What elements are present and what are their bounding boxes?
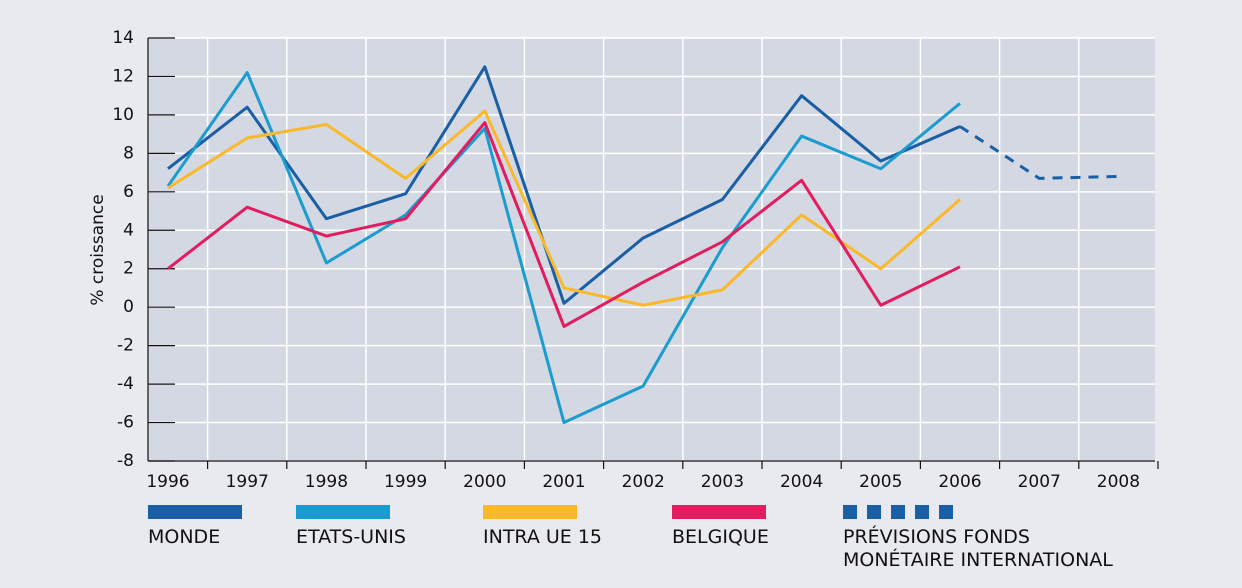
legend-swatch (891, 505, 905, 519)
x-tick-label: 2007 (1018, 472, 1061, 492)
y-tick-label: 14 (112, 28, 134, 48)
x-tick-label: 2002 (622, 472, 665, 492)
x-tick-label: 2000 (463, 472, 506, 492)
x-tick-label: 2008 (1097, 472, 1140, 492)
y-tick-label: 8 (123, 143, 134, 163)
y-tick-label: -8 (117, 451, 134, 471)
legend-swatch (148, 505, 242, 519)
x-tick-label: 2001 (542, 472, 585, 492)
series-line (166, 71, 961, 425)
x-tick-label: 2006 (938, 472, 981, 492)
legend-label: MONDE (148, 526, 221, 548)
legend-swatch (867, 505, 881, 519)
legend-label: INTRA UE 15 (483, 526, 603, 548)
y-tick-label: -6 (117, 413, 134, 433)
x-tick-label: 1998 (305, 472, 348, 492)
x-tick-label: 1996 (146, 472, 189, 492)
legend-swatch (915, 505, 929, 519)
plot-area (148, 38, 1155, 461)
y-tick-label: -4 (117, 374, 134, 394)
y-tick-label: 2 (123, 259, 134, 279)
y-axis-label: % croissance (88, 194, 108, 305)
y-tick-label: -2 (117, 336, 134, 356)
x-tick-label: 1999 (384, 472, 427, 492)
series-line (959, 125, 1119, 180)
legend-swatch (939, 505, 953, 519)
series-line (167, 109, 961, 307)
x-tick-label: 2003 (701, 472, 744, 492)
legend-label: ETATS-UNIS (296, 526, 406, 548)
legend-label: PRÉVISIONS FONDS MONÉTAIRE INTERNATIONAL (843, 526, 1113, 571)
series-line (167, 121, 961, 328)
legend-label: BELGIQUE (672, 526, 769, 548)
x-tick-label: 2004 (780, 472, 823, 492)
series-line (167, 65, 961, 305)
legend-swatch (296, 505, 390, 519)
legend-swatch (483, 505, 577, 519)
y-tick-label: 10 (112, 105, 134, 125)
y-tick-label: 6 (123, 182, 134, 202)
legend-swatch (843, 505, 857, 519)
y-tick-label: 0 (123, 297, 134, 317)
legend-swatch (672, 505, 766, 519)
y-tick-label: 4 (123, 220, 134, 240)
x-tick-label: 1997 (226, 472, 269, 492)
y-tick-label: 12 (112, 66, 134, 86)
x-tick-label: 2005 (859, 472, 902, 492)
